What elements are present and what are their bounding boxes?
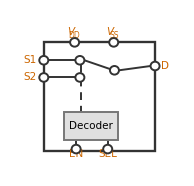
Text: D: D (161, 61, 169, 71)
Circle shape (39, 56, 48, 65)
Circle shape (103, 145, 112, 153)
Bar (64, 112, 118, 140)
Circle shape (75, 73, 84, 82)
Text: SEL: SEL (98, 149, 117, 159)
Circle shape (109, 38, 118, 47)
Text: SS: SS (109, 31, 119, 40)
Circle shape (72, 145, 81, 153)
Text: DD: DD (68, 31, 80, 40)
Circle shape (39, 73, 48, 82)
Circle shape (151, 62, 159, 70)
Text: S1: S1 (24, 55, 37, 65)
Text: EN: EN (69, 149, 83, 159)
Text: S2: S2 (24, 73, 37, 82)
Text: V: V (67, 27, 74, 37)
Circle shape (70, 38, 79, 47)
Text: Decoder: Decoder (69, 121, 113, 131)
Circle shape (75, 56, 84, 65)
Text: V: V (106, 27, 113, 37)
Bar (44, 42, 155, 151)
Circle shape (110, 66, 119, 75)
